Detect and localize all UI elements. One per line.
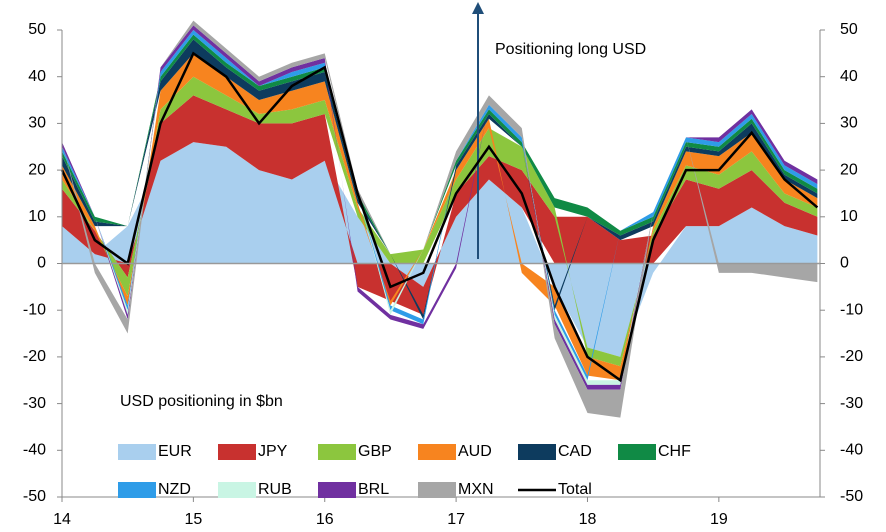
y-tick-label: -40	[23, 442, 46, 459]
x-tick-label: 15	[184, 511, 202, 528]
legend-label: BRL	[358, 481, 389, 498]
area	[62, 95, 818, 315]
y-tick-label: -30	[23, 395, 46, 412]
legend-swatch	[518, 444, 556, 460]
legend-swatch	[418, 482, 456, 498]
areas	[62, 20, 818, 418]
y2-tick-label: 0	[840, 255, 849, 272]
y-tick-label: 20	[28, 161, 46, 178]
y2-tick-label: -20	[840, 348, 863, 365]
y2-tick-label: 30	[840, 115, 858, 132]
legend-swatch	[218, 482, 256, 498]
legend-swatch	[618, 444, 656, 460]
legend-swatch	[118, 482, 156, 498]
y2-tick-label: -50	[840, 488, 863, 505]
x-tick-label: 18	[579, 511, 597, 528]
x-tick-label: 16	[316, 511, 334, 528]
y-tick-label: 10	[28, 208, 46, 225]
legend-label: CAD	[558, 443, 592, 460]
y-tick-label: -20	[23, 348, 46, 365]
total-line	[60, 51, 819, 383]
y-tick-label: 50	[28, 21, 46, 38]
legend-label: RUB	[258, 481, 292, 498]
y2-tick-label: -40	[840, 442, 863, 459]
legend-swatch	[418, 444, 456, 460]
y2-tick-label: -30	[840, 395, 863, 412]
legend-label: Total	[558, 481, 592, 498]
y-tick-label: 0	[37, 255, 46, 272]
legend-swatch	[318, 482, 356, 498]
legend-swatch	[218, 444, 256, 460]
legend-label: EUR	[158, 443, 192, 460]
y2-tick-label: -10	[840, 301, 863, 318]
y2-tick-label: 50	[840, 21, 858, 38]
y-tick-label: -50	[23, 488, 46, 505]
y-tick-label: -10	[23, 301, 46, 318]
x-tick-label: 17	[447, 511, 465, 528]
x-tick-label: 19	[710, 511, 728, 528]
legend-label: MXN	[458, 481, 494, 498]
y-tick-label: 30	[28, 115, 46, 132]
legend-label: NZD	[158, 481, 191, 498]
y2-tick-label: 10	[840, 208, 858, 225]
arrow-head	[472, 2, 484, 14]
annotation: USD positioning in $bn	[120, 393, 283, 410]
y-tick-label: 40	[28, 68, 46, 85]
x-tick-label: 14	[53, 511, 71, 528]
y2-tick-label: 20	[840, 161, 858, 178]
area	[62, 142, 818, 357]
area	[62, 76, 818, 367]
legend-swatch	[118, 444, 156, 460]
legend-label: JPY	[258, 443, 288, 460]
y2-tick-label: 40	[840, 68, 858, 85]
annotation: Positioning long USD	[495, 41, 646, 58]
legend-label: GBP	[358, 443, 392, 460]
legend-label: CHF	[658, 443, 691, 460]
legend-swatch	[318, 444, 356, 460]
legend-label: AUD	[458, 443, 492, 460]
